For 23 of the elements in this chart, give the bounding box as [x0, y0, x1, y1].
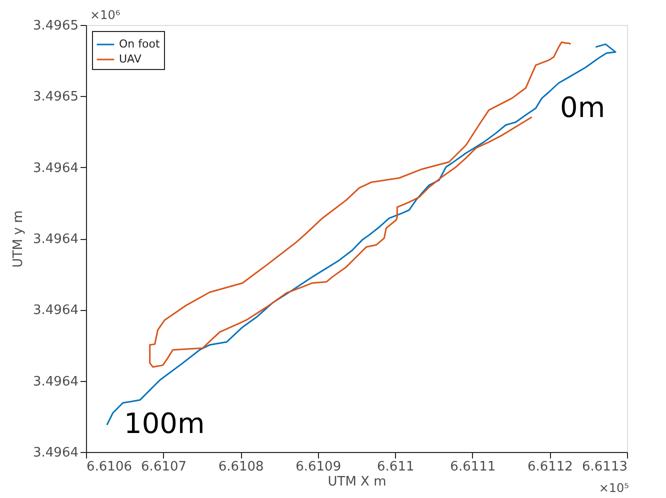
y-tick-label: 3.4964: [33, 374, 78, 390]
x-tick-label: 6.611: [377, 460, 414, 474]
y-tick-label: 3.4965: [33, 18, 78, 34]
legend-label: On foot: [119, 38, 160, 50]
x-tick-label: 6.6111: [450, 460, 496, 474]
text: ×10⁵: [598, 481, 630, 495]
y-axis-title: UTM y m: [11, 210, 26, 268]
y-tick-label: 3.4964: [33, 303, 78, 318]
x-tick-label: 6.6113: [582, 460, 628, 474]
x-axis-title: UTM X m: [328, 474, 386, 490]
x-tick-label: 6.6108: [218, 460, 264, 474]
y-tick-label: 3.4964: [33, 232, 78, 247]
annotation: 0m: [560, 91, 606, 124]
x-tick-label: 6.6109: [296, 460, 342, 474]
x-tick-label: 6.6107: [141, 460, 187, 474]
text: ×10⁶: [90, 8, 120, 22]
y-tick-label: 3.4964: [33, 160, 78, 176]
y-tick-label: 3.4964: [33, 446, 78, 460]
x-tick-label: 6.6106: [86, 460, 132, 474]
legend-label: UAV: [119, 52, 142, 66]
x-tick-label: 6.6112: [527, 460, 573, 474]
y-tick-label: 3.4965: [33, 90, 78, 105]
annotation: 100m: [124, 407, 205, 440]
